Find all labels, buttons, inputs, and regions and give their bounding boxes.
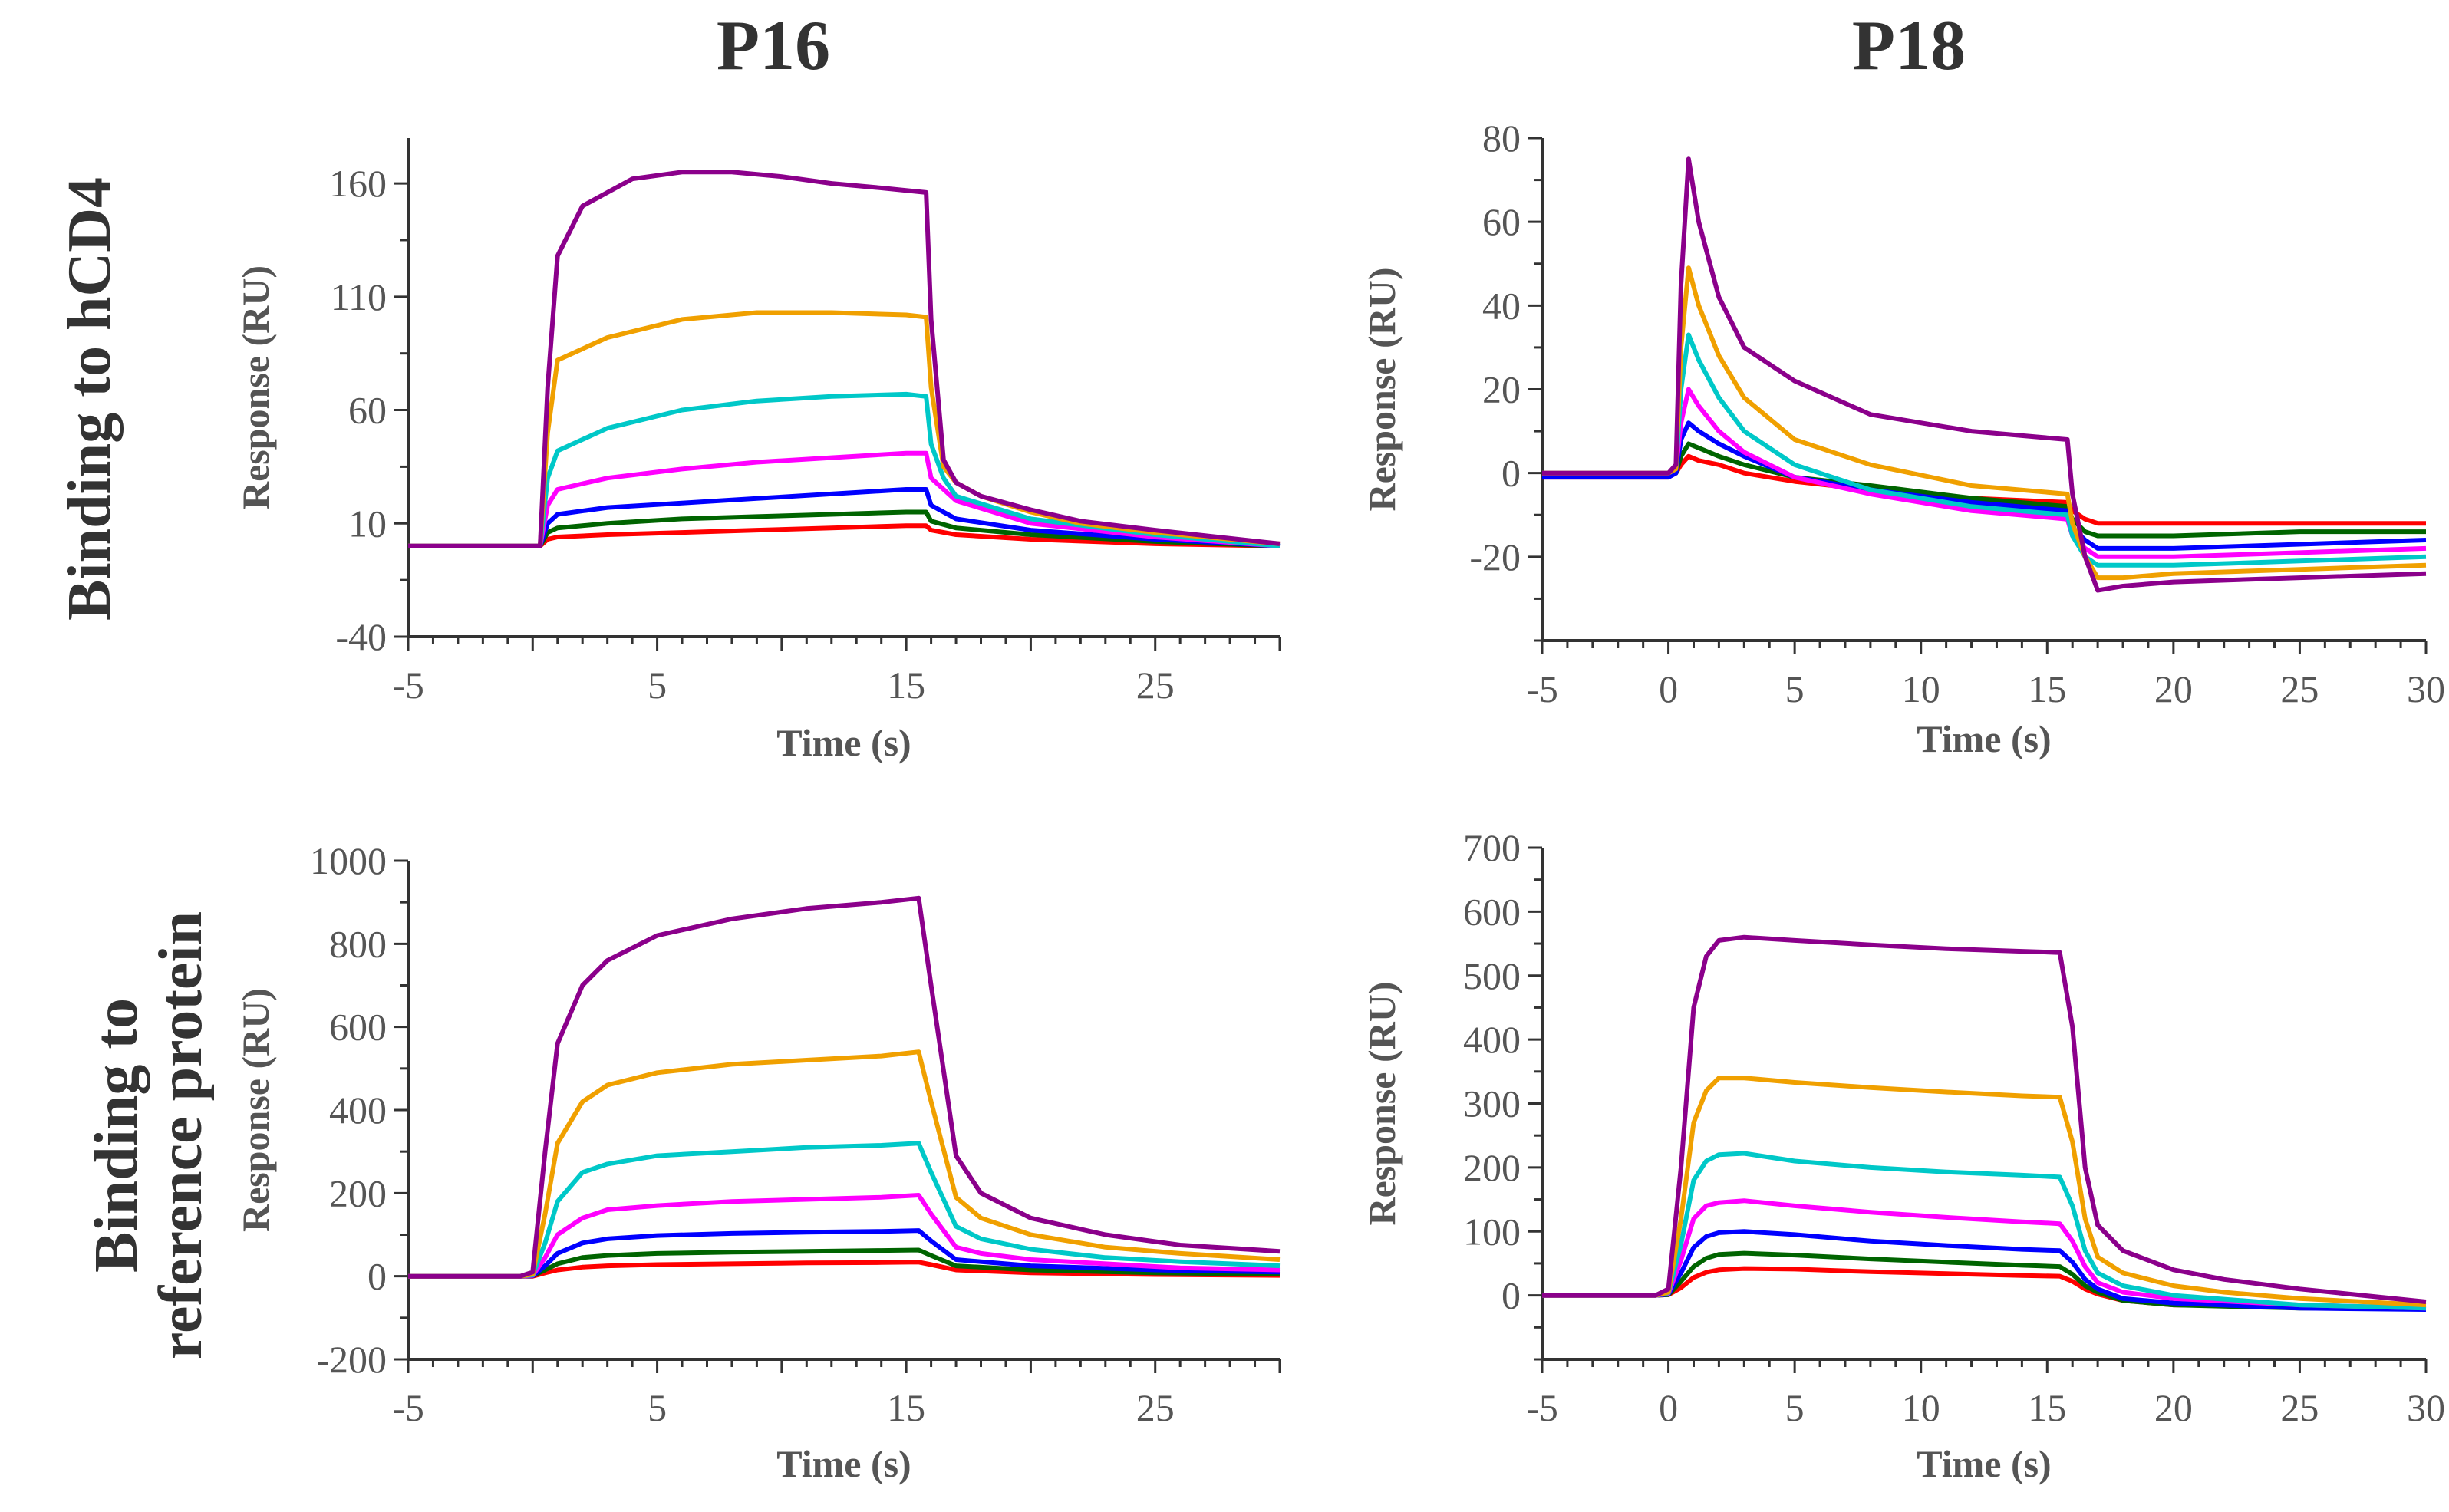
panel-4-series-conc-1 bbox=[1542, 934, 2427, 1304]
panel-4-series-conc-4 bbox=[1542, 1198, 2427, 1311]
panel-4-x-tick-label: 10 bbox=[1902, 1386, 1940, 1429]
panel-1-y-axis-label: Response (RU) bbox=[234, 265, 277, 509]
panel-2-y-tick-label: 60 bbox=[1482, 200, 1521, 243]
panel-3-y-tick-label: 600 bbox=[329, 1006, 387, 1049]
panel-2-y-axis-label: Response (RU) bbox=[1360, 267, 1403, 511]
panel-4-x-tick-label: 15 bbox=[2028, 1386, 2066, 1429]
panel-2-x-tick-label: 0 bbox=[1659, 667, 1678, 710]
panel-1-y-tick-label: 110 bbox=[331, 275, 387, 318]
panel-3-y-tick-label: 1000 bbox=[310, 839, 387, 882]
panel-3-y-tick-label: 400 bbox=[329, 1089, 387, 1132]
panel-2-y-tick-label: -20 bbox=[1469, 535, 1521, 578]
panel-4-series-conc-3 bbox=[1542, 1151, 2427, 1311]
panel-1-y-tick-label: 60 bbox=[348, 389, 387, 432]
panel-2-y-tick-label: 80 bbox=[1482, 117, 1521, 160]
panel-3-series-conc-4 bbox=[408, 1193, 1281, 1279]
panel-4-y-tick-label: 500 bbox=[1463, 954, 1521, 997]
panel-3-y-tick-label: 0 bbox=[368, 1255, 387, 1298]
column-title-p16: P16 bbox=[716, 6, 831, 84]
panel-4-y-axis-label: Response (RU) bbox=[1360, 981, 1403, 1225]
panel-4-x-tick-label: -5 bbox=[1526, 1386, 1558, 1429]
panel-1-y-tick-label: 160 bbox=[329, 162, 387, 205]
panel-2-x-axis-label: Time (s) bbox=[1917, 717, 2051, 760]
panel-2-y-tick-label: 0 bbox=[1501, 452, 1521, 495]
panel-2-y-tick-label: 40 bbox=[1482, 284, 1521, 327]
panel-3-y-tick-label: -200 bbox=[316, 1338, 387, 1381]
panel-4-x-tick-label: 20 bbox=[2154, 1386, 2193, 1429]
panel-2-x-tick-label: 20 bbox=[2154, 667, 2193, 710]
panel-1-series-conc-1 bbox=[408, 170, 1281, 548]
panel-1-x-tick-label: 25 bbox=[1136, 664, 1175, 707]
panel-2-x-tick-label: 30 bbox=[2407, 667, 2445, 710]
panel-4-series-conc-5 bbox=[1542, 1229, 2427, 1312]
panel-3-x-tick-label: -5 bbox=[392, 1386, 424, 1429]
panel-2-series-conc-1 bbox=[1542, 156, 2427, 593]
panel-1-series-conc-3 bbox=[408, 391, 1281, 548]
panel-4-y-tick-label: 200 bbox=[1463, 1146, 1521, 1189]
panel-4-x-tick-label: 5 bbox=[1785, 1386, 1805, 1429]
panel-2-x-tick-label: 5 bbox=[1785, 667, 1805, 710]
panel-2-x-tick-label: -5 bbox=[1526, 667, 1558, 710]
panel-4-y-tick-label: 600 bbox=[1463, 890, 1521, 933]
panel-3-y-tick-label: 800 bbox=[329, 922, 387, 965]
panel-3-x-axis-label: Time (s) bbox=[776, 1442, 911, 1485]
panel-3-series-conc-2 bbox=[408, 1049, 1281, 1279]
panel-3-x-tick-label: 5 bbox=[648, 1386, 667, 1429]
panel-1-y-tick-label: -40 bbox=[335, 615, 387, 658]
panel-2-x-tick-label: 15 bbox=[2028, 667, 2066, 710]
panel-1-x-tick-label: 5 bbox=[648, 664, 667, 707]
panel-4-y-tick-label: 0 bbox=[1501, 1274, 1521, 1317]
panel-3-y-tick-label: 200 bbox=[329, 1171, 387, 1214]
panel-1-x-axis-label: Time (s) bbox=[776, 721, 911, 764]
panel-4-series-conc-2 bbox=[1542, 1076, 2427, 1308]
panel-4-x-tick-label: 0 bbox=[1659, 1386, 1678, 1429]
panel-2-x-tick-label: 10 bbox=[1902, 667, 1940, 710]
panel-4-y-tick-label: 300 bbox=[1463, 1082, 1521, 1125]
panel-3-series-conc-5 bbox=[408, 1228, 1281, 1279]
panel-4-y-tick-label: 400 bbox=[1463, 1018, 1521, 1061]
panel-3-series-conc-1 bbox=[408, 895, 1281, 1279]
panel-3-y-axis-label: Response (RU) bbox=[234, 988, 277, 1232]
panel-1-x-tick-label: -5 bbox=[392, 664, 424, 707]
column-title-p18: P18 bbox=[1851, 6, 1966, 84]
panel-4-x-tick-label: 30 bbox=[2407, 1386, 2445, 1429]
panel-2-y-tick-label: 20 bbox=[1482, 368, 1521, 411]
panel-3-x-tick-label: 15 bbox=[887, 1386, 925, 1429]
panel-2-x-tick-label: 25 bbox=[2280, 667, 2319, 710]
panel-1-series-conc-2 bbox=[408, 310, 1281, 548]
panel-1-x-tick-label: 15 bbox=[887, 664, 925, 707]
panel-1-y-tick-label: 10 bbox=[348, 502, 387, 545]
panel-4-x-tick-label: 25 bbox=[2280, 1386, 2319, 1429]
panel-4-y-tick-label: 100 bbox=[1463, 1210, 1521, 1253]
panel-3-x-tick-label: 25 bbox=[1136, 1386, 1175, 1429]
panel-3-series-conc-3 bbox=[408, 1141, 1281, 1279]
panel-4-y-tick-label: 700 bbox=[1463, 826, 1521, 869]
panel-4-x-axis-label: Time (s) bbox=[1917, 1442, 2051, 1485]
